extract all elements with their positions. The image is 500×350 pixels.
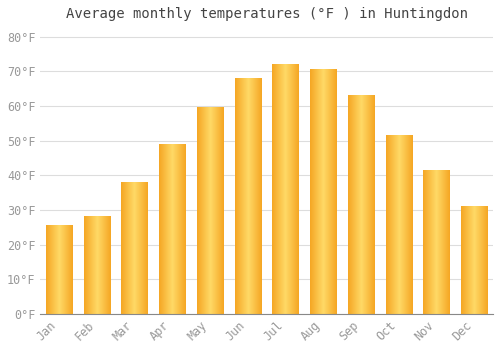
Title: Average monthly temperatures (°F ) in Huntingdon: Average monthly temperatures (°F ) in Hu… (66, 7, 468, 21)
